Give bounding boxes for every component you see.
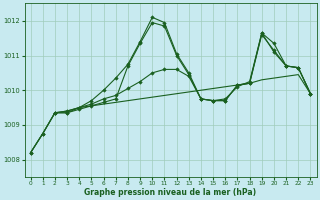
X-axis label: Graphe pression niveau de la mer (hPa): Graphe pression niveau de la mer (hPa)	[84, 188, 257, 197]
